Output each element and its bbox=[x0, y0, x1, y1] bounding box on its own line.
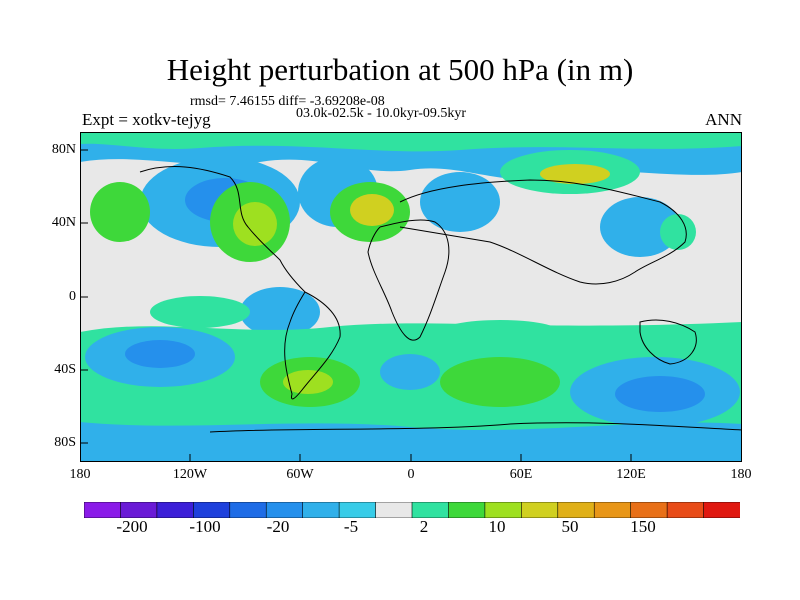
colorbar-swatch bbox=[703, 502, 740, 518]
field-spacific-core bbox=[125, 340, 195, 368]
colorbar bbox=[84, 502, 740, 518]
colorbar-label: -100 bbox=[189, 517, 221, 536]
field-sindian-pos bbox=[440, 357, 560, 407]
colorbar-swatch bbox=[484, 502, 523, 518]
season-label: ANN bbox=[705, 110, 742, 129]
field-asia-neg bbox=[420, 172, 500, 232]
colorbar-swatch bbox=[593, 502, 632, 518]
lon-label-180e: 180 bbox=[730, 467, 752, 482]
field-siberia-core bbox=[540, 164, 610, 184]
colorbar-swatch bbox=[193, 502, 231, 518]
colorbar-label: 150 bbox=[630, 517, 656, 536]
period-label: 03.0k-02.5k - 10.0kyr-09.5kyr bbox=[296, 106, 467, 121]
colorbar-swatch bbox=[302, 502, 340, 518]
colorbar-swatch bbox=[120, 502, 158, 518]
colorbar-label: -200 bbox=[116, 517, 148, 536]
colorbar-label: -20 bbox=[266, 517, 290, 536]
rmsd-diff-stats: rmsd= 7.46155 diff= -3.69208e-08 bbox=[190, 94, 385, 109]
colorbar-swatch bbox=[411, 502, 450, 518]
lat-label-40s: 40S bbox=[54, 362, 76, 377]
colorbar-swatch bbox=[521, 502, 559, 518]
field-australia-core bbox=[615, 376, 705, 412]
lon-label-120w: 120W bbox=[172, 467, 208, 482]
height-perturbation-map bbox=[80, 132, 742, 462]
lon-label-60e: 60E bbox=[509, 467, 533, 482]
lon-label-120e: 120E bbox=[616, 467, 646, 482]
colorbar-label: 2 bbox=[419, 517, 429, 536]
colorbar-swatch bbox=[265, 502, 304, 518]
field-europe-core bbox=[350, 194, 394, 226]
colorbar-swatch bbox=[375, 502, 413, 518]
lat-label-0: 0 bbox=[69, 289, 76, 304]
colorbar-swatch bbox=[666, 502, 705, 518]
colorbar-label: 50 bbox=[561, 517, 579, 536]
field-west-pacific-pos bbox=[90, 182, 150, 242]
lat-label-80s: 80S bbox=[54, 435, 76, 450]
field-satlantic-neg bbox=[380, 354, 440, 390]
colorbar-swatch bbox=[557, 502, 596, 518]
colorbar-swatch bbox=[630, 502, 668, 518]
colorbar-swatch bbox=[448, 502, 486, 518]
lon-label-0: 0 bbox=[407, 467, 415, 482]
field-epacific-pos bbox=[150, 296, 250, 328]
map-title: Height perturbation at 500 hPa (in m) bbox=[166, 52, 634, 87]
colorbar-label: 10 bbox=[488, 517, 506, 536]
axis-ticks bbox=[80, 149, 632, 462]
field-polar-cap bbox=[80, 132, 742, 152]
experiment-label: Expt = xotkv-tejyg bbox=[82, 110, 211, 129]
colorbar-swatch bbox=[338, 502, 377, 518]
field-easia-neg bbox=[600, 197, 680, 257]
field-namerica-core bbox=[233, 202, 277, 246]
lat-label-40n: 40N bbox=[51, 215, 76, 230]
colorbar-swatch bbox=[229, 502, 268, 518]
field-japan-pos bbox=[660, 214, 696, 250]
lon-label-180w: 180 bbox=[69, 467, 91, 482]
field-antarctic bbox=[80, 422, 742, 462]
lon-label-60w: 60W bbox=[286, 467, 314, 482]
colorbar-swatch bbox=[84, 502, 122, 518]
coastlines bbox=[139, 166, 742, 433]
colorbar-label: -5 bbox=[343, 517, 359, 536]
lat-label-80n: 80N bbox=[51, 142, 76, 157]
colorbar-swatch bbox=[156, 502, 195, 518]
